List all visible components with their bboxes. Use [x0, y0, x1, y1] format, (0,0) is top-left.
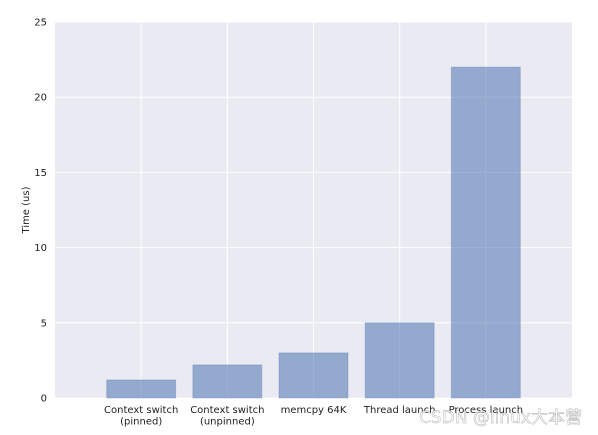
y-tick-label: 20 [34, 93, 47, 104]
x-tick-label: memcpy 64K [281, 405, 347, 416]
y-axis-label: Time (us) [21, 186, 32, 234]
watermark: CSDN @linux大本营 [419, 408, 582, 428]
y-tick-label: 5 [41, 318, 47, 329]
bar [364, 322, 435, 399]
bar [192, 364, 263, 399]
x-tick-label: Context switch (pinned) [104, 405, 178, 428]
y-tick-label: 15 [34, 168, 47, 179]
x-tick-label: Context switch (unpinned) [190, 405, 264, 428]
y-tick-label: 25 [34, 18, 47, 29]
y-tick-label: 10 [34, 243, 47, 254]
bar [106, 379, 177, 399]
bar [278, 352, 349, 399]
bar [450, 66, 521, 399]
y-tick-label: 0 [41, 394, 47, 405]
x-tick-label: Thread launch [363, 405, 436, 416]
x-tick-label: Process launch [449, 405, 524, 416]
